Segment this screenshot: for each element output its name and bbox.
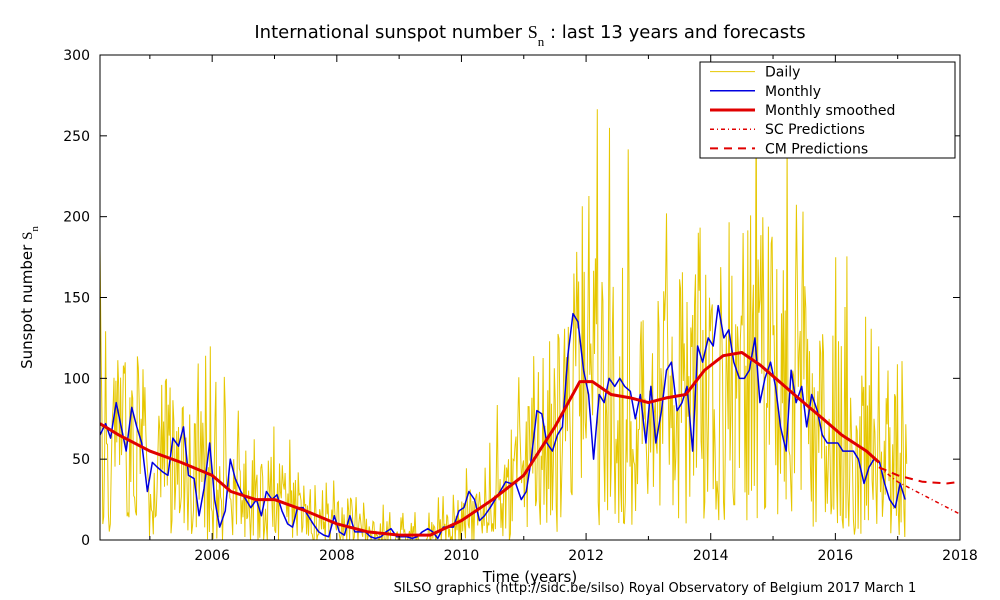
legend-label: CM Predictions bbox=[765, 141, 868, 157]
x-tick-label: 2008 bbox=[319, 548, 355, 564]
x-tick-label: 2018 bbox=[942, 548, 978, 564]
legend-label: Daily bbox=[765, 65, 800, 81]
y-axis-label: Sunspot number Sn bbox=[18, 226, 41, 369]
y-tick-label: 250 bbox=[63, 129, 90, 145]
chart-svg: 2006 2008 2010 2012 2014 2016 2018 0 50 100 150 200… bbox=[0, 0, 1000, 600]
credit-text: SILSO graphics (http://sidc.be/silso) Ro… bbox=[394, 581, 917, 596]
y-tick-label: 50 bbox=[72, 452, 90, 468]
x-tick-label: 2012 bbox=[568, 548, 604, 564]
chart-title: International sunspot number Sn : last 1… bbox=[254, 22, 805, 49]
x-tick-label: 2016 bbox=[818, 548, 854, 564]
y-tick-label: 100 bbox=[63, 371, 90, 387]
x-tick-label: 2006 bbox=[194, 548, 230, 564]
sunspot-chart: 2006 2008 2010 2012 2014 2016 2018 0 50 100 150 200… bbox=[0, 0, 1000, 600]
x-tick-label: 2010 bbox=[444, 548, 480, 564]
y-tick-label: 300 bbox=[63, 48, 90, 64]
y-tick-label: 200 bbox=[63, 210, 90, 226]
cm-predictions-series bbox=[879, 467, 960, 483]
y-tick-label: 0 bbox=[81, 533, 90, 549]
legend-label: SC Predictions bbox=[765, 122, 865, 138]
y-tick-label: 150 bbox=[63, 291, 90, 307]
legend-label: Monthly smoothed bbox=[765, 103, 895, 119]
x-tick-label: 2014 bbox=[693, 548, 729, 564]
sc-predictions-series bbox=[879, 467, 960, 514]
legend-label: Monthly bbox=[765, 84, 821, 100]
